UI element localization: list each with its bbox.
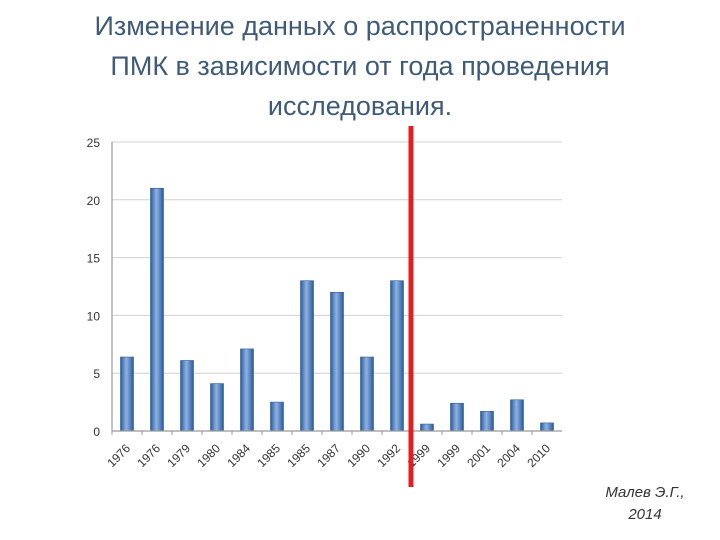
title-line-1: Изменение данных о распространенности [94,11,626,41]
y-axis-ticks: 0 5 10 15 20 25 [87,136,101,439]
title-line-3: исследования. [267,91,453,121]
bar [390,280,404,432]
y-tick-label: 0 [93,425,100,439]
bar [330,291,344,432]
y-tick-label: 20 [87,194,101,208]
x-tick-label: 1979 [164,441,193,470]
bar [210,383,224,432]
credit-year: 2014 [628,506,662,523]
y-tick-label: 15 [87,252,101,266]
bar [120,356,134,432]
x-tick-label: 2010 [524,441,553,470]
x-tick-label: 1999 [434,441,463,470]
bar [270,401,284,432]
x-tick-label: 2001 [464,441,493,470]
bar [420,423,434,432]
bar [150,187,164,432]
title-line-2: ПМК в зависимости от года проведения [110,51,610,81]
x-tick-label: 1985 [254,441,283,470]
bar [360,356,374,432]
bar [300,280,314,432]
x-tick-label: 1985 [284,441,313,470]
bar [510,399,524,432]
y-tick-label: 10 [87,309,101,323]
x-tick-label: 1990 [344,441,373,470]
page-title: Изменение данных о распространенности ПМ… [40,6,680,126]
x-tick-label: 1984 [224,441,253,470]
x-tick-label: 1980 [194,441,223,470]
x-tick-label: 2004 [494,441,523,470]
bar [480,411,494,432]
bar [540,422,554,432]
x-tick-label: 1992 [374,441,403,470]
x-axis-ticks: 1976 1976 1979 1980 1984 1985 1985 1987 1990 1992… [104,431,553,470]
bar [240,348,254,432]
x-tick-label: 1976 [134,441,163,470]
author-credit: Малев Э.Г., 2014 [585,482,705,526]
bars [120,187,554,432]
grid-lines [112,141,562,374]
x-tick-label: 1987 [314,441,343,470]
y-tick-label: 5 [93,367,100,381]
bar [450,402,464,432]
bar [180,360,194,432]
credit-author: Малев Э.Г., [605,484,685,501]
x-tick-label: 1976 [104,441,133,470]
y-tick-label: 25 [87,136,101,150]
